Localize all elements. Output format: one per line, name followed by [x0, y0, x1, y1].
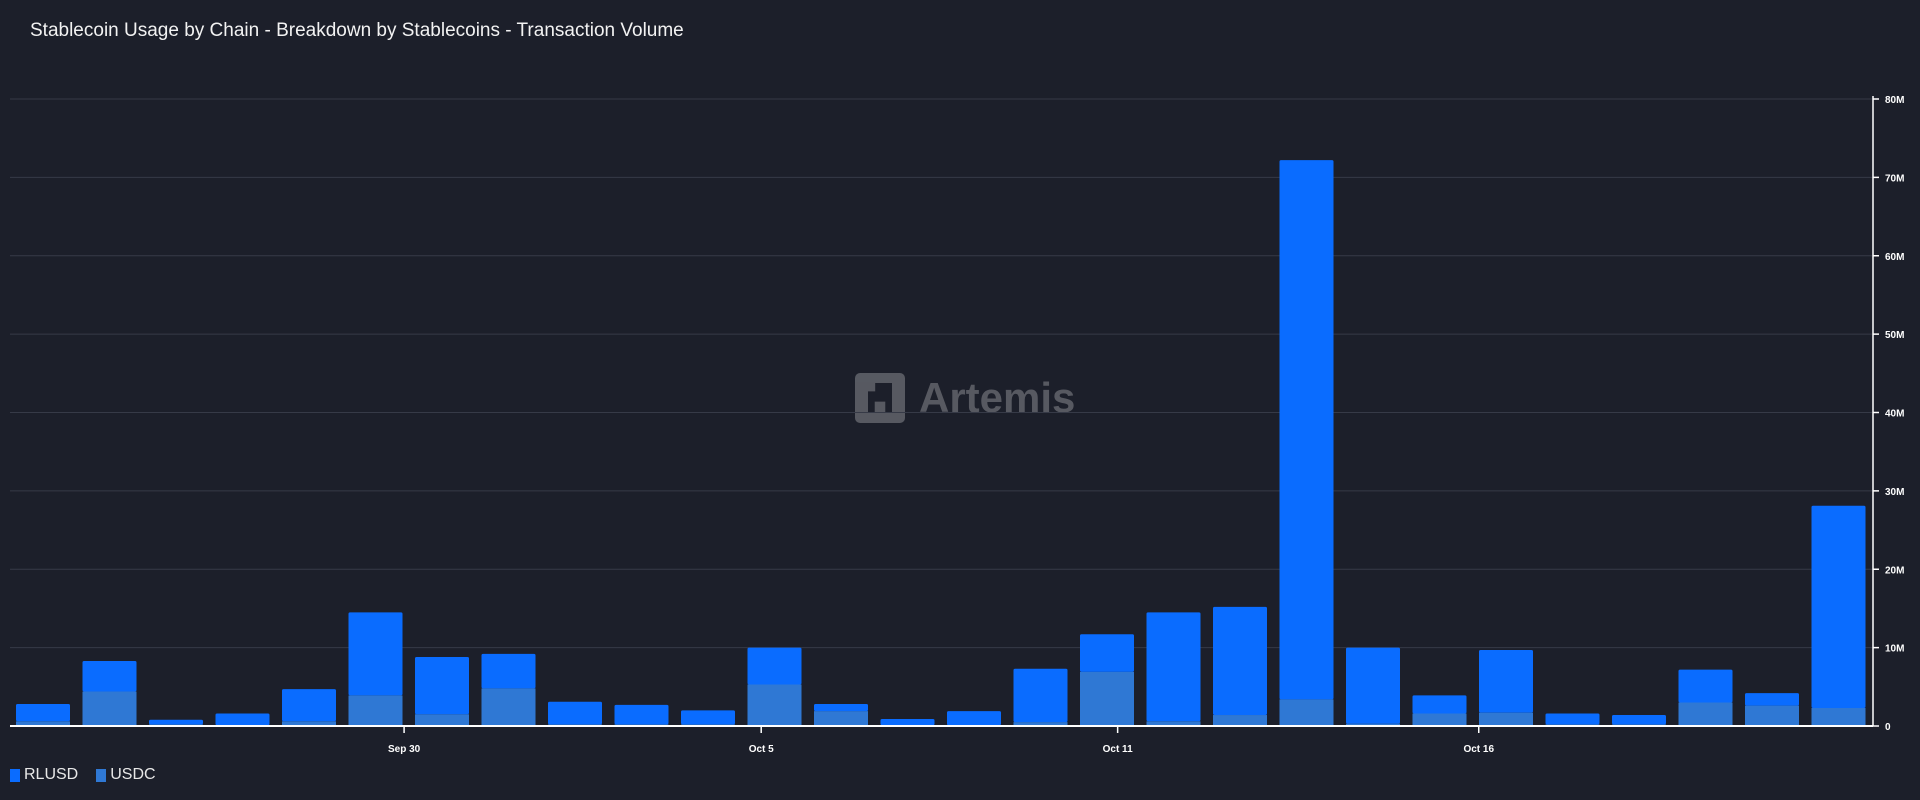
legend-swatch-rlusd: [10, 768, 20, 782]
bar-rlusd: [215, 713, 270, 726]
y-tick-label: 40M: [1885, 409, 1904, 420]
bar-usdc: [1213, 715, 1267, 726]
y-tick-label: 20M: [1885, 565, 1904, 576]
bar-usdc: [1279, 699, 1334, 726]
bar-rlusd: [1479, 649, 1533, 713]
y-tick-label: 60M: [1885, 252, 1904, 263]
chart-title: Stablecoin Usage by Chain - Breakdown by…: [30, 20, 684, 41]
bar-usdc: [348, 695, 403, 726]
y-tick-label: 10M: [1885, 644, 1904, 655]
bar-usdc: [747, 684, 802, 726]
bar-rlusd: [548, 701, 602, 725]
bar-rlusd: [149, 719, 203, 725]
legend-label-rlusd: RLUSD: [24, 766, 79, 783]
bar-rlusd: [1612, 715, 1666, 725]
bar-rlusd: [1412, 695, 1467, 714]
bar-rlusd: [747, 647, 802, 685]
y-tick-label: 80M: [1885, 95, 1904, 106]
bar-usdc: [1479, 712, 1533, 726]
y-tick-label: 70M: [1885, 173, 1904, 184]
bar-usdc: [481, 688, 536, 726]
bar-rlusd: [348, 612, 403, 696]
y-tick-label: 50M: [1885, 330, 1904, 341]
bar-rlusd: [1213, 606, 1267, 716]
artemis-logo-icon: [855, 373, 905, 423]
bar-rlusd: [481, 653, 536, 689]
x-tick-label: Sep 30: [388, 744, 421, 755]
bar-usdc: [1013, 722, 1068, 726]
bar-rlusd: [1678, 669, 1733, 703]
bar-rlusd: [1346, 647, 1400, 724]
y-tick-label: 30M: [1885, 487, 1904, 498]
bar-rlusd: [16, 704, 70, 722]
bar-usdc: [1678, 702, 1733, 726]
bar-usdc: [415, 714, 469, 726]
y-tick-label: 0: [1885, 722, 1891, 733]
bar-rlusd: [1279, 160, 1334, 700]
x-tick-label: Oct 16: [1463, 744, 1494, 755]
legend-item-usdc[interactable]: USDC: [96, 766, 156, 784]
bar-rlusd: [947, 711, 1001, 726]
bar-rlusd: [1013, 668, 1068, 723]
bar-rlusd: [1080, 634, 1134, 672]
x-tick-label: Oct 5: [749, 744, 774, 755]
legend-label-usdc: USDC: [110, 766, 156, 783]
bar-usdc: [1412, 713, 1467, 726]
bar-rlusd: [1545, 713, 1600, 725]
bar-usdc: [1745, 705, 1799, 726]
bar-usdc: [1080, 671, 1134, 726]
x-tick-label: Oct 11: [1103, 744, 1133, 755]
bar-usdc: [1346, 723, 1400, 726]
bar-usdc: [282, 721, 336, 726]
bar-usdc: [814, 711, 868, 726]
legend: RLUSD USDC: [10, 766, 156, 784]
artemis-watermark: Artemis: [855, 373, 1075, 423]
bar-rlusd: [1146, 612, 1201, 722]
watermark-text: Artemis: [919, 374, 1076, 421]
bar-rlusd: [82, 660, 137, 692]
bar-usdc: [16, 721, 70, 726]
legend-item-rlusd[interactable]: RLUSD: [10, 766, 78, 784]
bar-usdc: [82, 691, 137, 726]
bar-rlusd: [1811, 505, 1866, 708]
bar-rlusd: [681, 710, 735, 725]
bar-rlusd: [282, 689, 336, 722]
bar-usdc: [1811, 707, 1866, 726]
bar-rlusd: [614, 704, 669, 725]
bar-rlusd: [880, 718, 935, 726]
bar-rlusd: [814, 704, 868, 712]
bar-rlusd: [415, 657, 469, 715]
legend-swatch-usdc: [96, 768, 107, 782]
bar-usdc: [1146, 721, 1201, 726]
bar-rlusd: [1745, 693, 1799, 706]
